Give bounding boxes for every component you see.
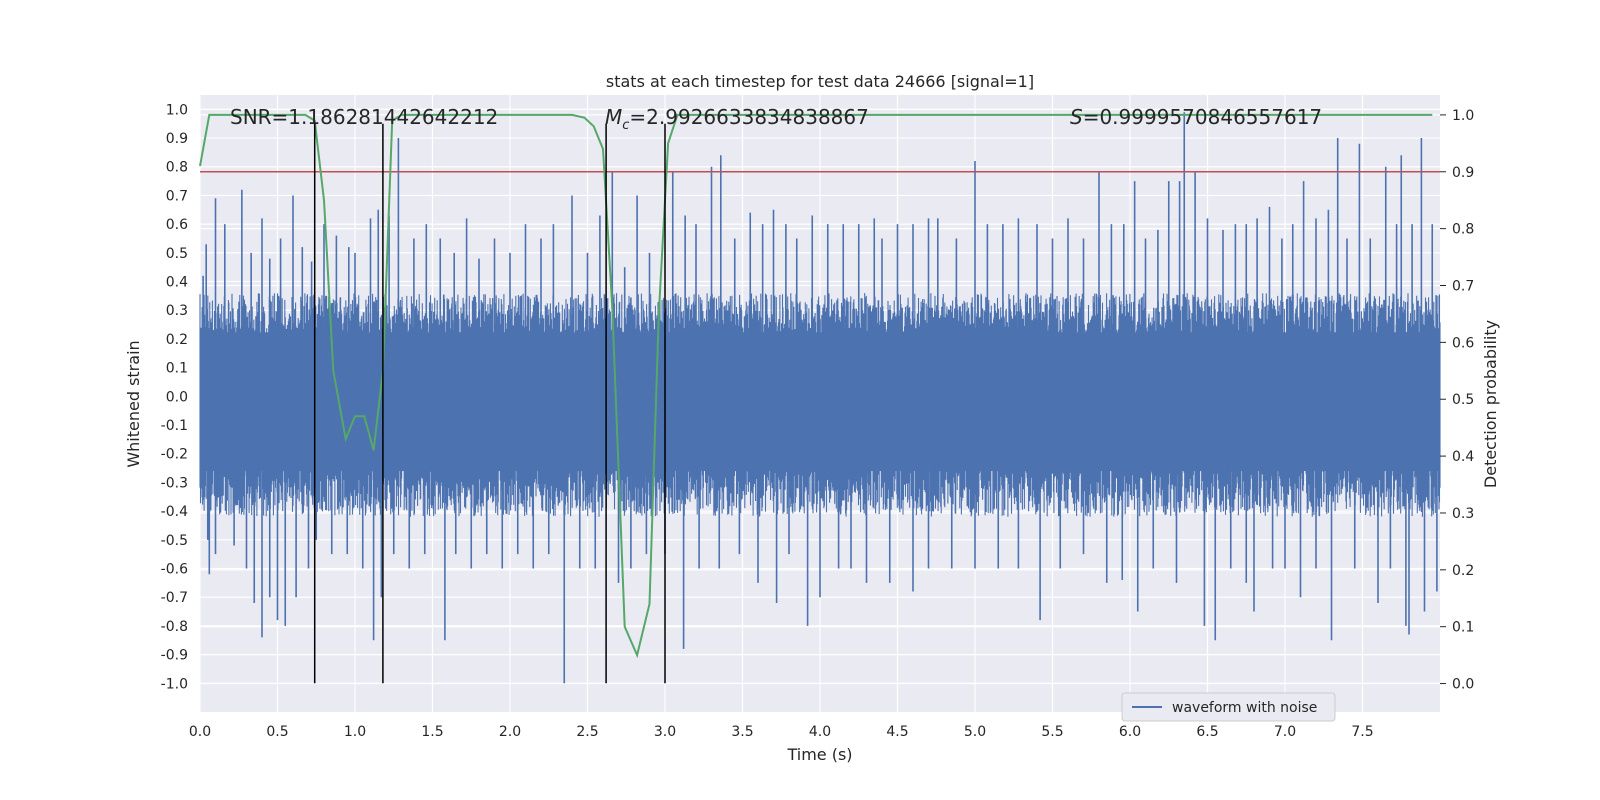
y-tick-label-right: 0.9 [1452, 165, 1474, 181]
y-tick-label-left: -0.8 [161, 619, 188, 635]
x-tick-label: 3.0 [654, 724, 676, 740]
y-tick-label-left: -0.3 [161, 475, 188, 491]
chart-title: stats at each timestep for test data 246… [606, 72, 1034, 91]
y-tick-label-right: 0.6 [1452, 335, 1474, 351]
y-tick-label-left: 0.9 [166, 131, 188, 147]
y-tick-label-right: 0.2 [1452, 563, 1474, 579]
x-tick-label: 3.5 [731, 724, 753, 740]
y-tick-label-left: -0.9 [161, 648, 188, 664]
probability-line [199, 113, 1433, 659]
y-tick-label-left: -0.6 [161, 562, 188, 578]
y-tick-label-right: 0.8 [1452, 222, 1474, 238]
x-tick-label: 1.5 [421, 724, 443, 740]
mc-symbol: M [605, 105, 622, 129]
y-tick-label-left: -1.0 [161, 676, 188, 692]
x-tick-label: 0.5 [266, 724, 288, 740]
mc-subscript: c [622, 118, 629, 133]
y-tick-label-left: 0.8 [166, 160, 188, 176]
y-tick-label-right: 0.3 [1452, 506, 1474, 522]
snr-annotation: SNR=1.186281442642212 [230, 105, 498, 129]
y-tick-label-right: 1.0 [1452, 108, 1474, 124]
x-tick-label: 2.0 [499, 724, 521, 740]
legend-box [1121, 692, 1336, 722]
y-axis-label-right: Detection probability [1481, 320, 1500, 488]
x-tick-label: 2.5 [576, 724, 598, 740]
y-tick-label-left: -0.4 [161, 504, 188, 520]
x-tick-label: 4.5 [886, 724, 908, 740]
x-tick-label: 0.0 [189, 724, 211, 740]
x-tick-label: 6.0 [1119, 724, 1141, 740]
x-tick-label: 7.0 [1274, 724, 1296, 740]
y-axis-label-left: Whitened strain [124, 340, 143, 467]
y-tick-label-left: 0.5 [166, 246, 188, 262]
mc-annotation: Mc=2.9926633834838867 [605, 105, 869, 133]
mc-value: =2.9926633834838867 [629, 105, 868, 129]
y-tick-label-left: 0.4 [166, 275, 188, 291]
s-value: =0.9999570846557617 [1083, 105, 1322, 129]
x-tick-label: 1.0 [344, 724, 366, 740]
y-tick-label-left: -0.5 [161, 533, 188, 549]
overlay [199, 113, 1440, 684]
x-tick-label: 5.5 [1041, 724, 1063, 740]
s-symbol: S [1070, 105, 1083, 129]
y-tick-label-left: -0.2 [161, 447, 188, 463]
s-annotation: S=0.9999570846557617 [1070, 105, 1322, 129]
y-tick-label-left: 0.7 [166, 188, 188, 204]
y-tick-label-left: 0.1 [166, 361, 188, 377]
x-tick-label: 6.5 [1196, 724, 1218, 740]
x-axis-label: Time (s) [786, 745, 852, 764]
y-tick-label-left: 0.3 [166, 303, 188, 319]
y-tick-label-right: 0.0 [1452, 677, 1474, 693]
y-tick-label-left: 1.0 [166, 102, 188, 118]
y-tick-label-right: 0.7 [1452, 279, 1474, 295]
ticks: 0.0 0.5 1.0 1.5 2.0 2.5 3.0 3.5 4.0 4.5 5.0 5.5 6.0 6… [161, 102, 1475, 740]
y-tick-label-right: 0.4 [1452, 449, 1474, 465]
x-tick-label: 5.0 [964, 724, 986, 740]
x-tick-label: 4.0 [809, 724, 831, 740]
legend: waveform with noise [1121, 692, 1336, 722]
y-tick-label-left: 0.0 [166, 389, 188, 405]
waveform-series [199, 112, 1441, 684]
y-tick-label-left: -0.1 [161, 418, 188, 434]
y-tick-label-left: 0.2 [166, 332, 188, 348]
y-tick-label-right: 0.1 [1452, 620, 1474, 636]
legend-label: waveform with noise [1172, 700, 1317, 716]
y-tick-label-right: 0.5 [1452, 392, 1474, 408]
x-tick-label: 7.5 [1351, 724, 1373, 740]
y-tick-label-left: -0.7 [161, 590, 188, 606]
y-tick-label-left: 0.6 [166, 217, 188, 233]
